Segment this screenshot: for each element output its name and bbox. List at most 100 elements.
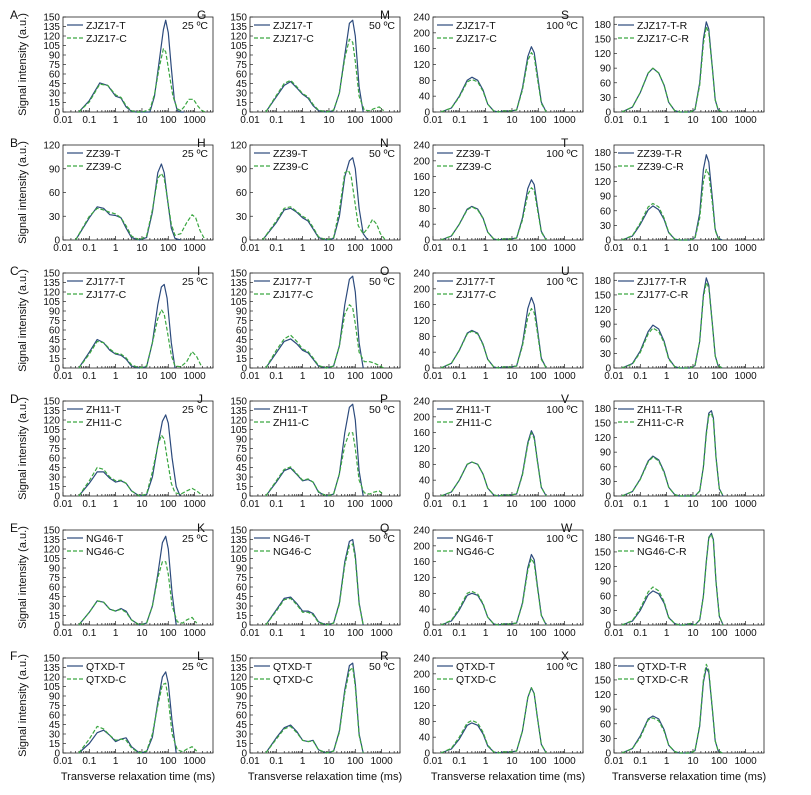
y-tick-label: 80: [419, 76, 431, 87]
x-tick-label: 0.01: [53, 115, 73, 126]
x-tick-label: 1000: [183, 499, 206, 510]
chart-panel-m: 0.01 0.1 1 10 100 1000 0 40 80 120 160 200 240 ZJZ17-…: [380, 8, 584, 126]
y-tick-label: 120: [43, 32, 60, 43]
y-tick-label: 75: [49, 573, 61, 584]
y-tick-label: 30: [236, 345, 248, 356]
y-tick-label: 240: [413, 13, 430, 24]
y-tick-label: 160: [413, 172, 430, 183]
x-tick-label: 10: [323, 756, 335, 767]
y-tick-label: 135: [230, 406, 247, 417]
x-tick-label: 100: [530, 499, 547, 510]
x-tick-label: 10: [323, 243, 335, 254]
y-tick-label: 200: [413, 284, 430, 295]
y-tick-label: 75: [49, 444, 61, 455]
x-tick-label: 10: [323, 499, 335, 510]
y-tick-label: 40: [419, 605, 431, 616]
panel-letter: G: [197, 8, 206, 22]
y-tick-label: 15: [236, 611, 248, 622]
x-tick-label: 1000: [370, 371, 393, 382]
x-tick-label: 100: [347, 756, 364, 767]
x-tick-label: 0.1: [269, 115, 283, 126]
x-tick-label: 100: [347, 371, 364, 382]
legend-label: ZZ39-C: [273, 161, 309, 173]
series-line-dashed: [262, 169, 386, 241]
y-tick-label: 180: [594, 148, 611, 159]
y-tick-label: 120: [594, 562, 611, 573]
x-tick-label: 0.01: [423, 628, 443, 639]
x-tick-label: 1: [113, 371, 119, 382]
x-tick-label: 1: [664, 499, 670, 510]
legend-label: ZZ39-T: [456, 148, 491, 160]
x-tick-label: 0.01: [240, 499, 260, 510]
x-tick-label: 0.01: [53, 756, 73, 767]
chart-panel-e: 0.01 0.1 1 10 100 1000 01530456075901051201351…: [10, 521, 214, 639]
x-tick-label: 0.1: [269, 371, 283, 382]
legend-label: ZJZ17-T: [456, 20, 496, 32]
x-axis-label: Transverse relaxation time (ms): [612, 771, 766, 783]
y-tick-label: 60: [49, 188, 61, 199]
x-tick-label: 0.01: [604, 115, 624, 126]
y-tick-label: 0: [241, 364, 247, 375]
panel-letter: R: [380, 649, 389, 663]
x-tick-label: 100: [530, 243, 547, 254]
y-axis-label: Signal intensity (a.u.): [17, 13, 29, 116]
y-tick-label: 120: [594, 690, 611, 701]
x-tick-label: 100: [347, 115, 364, 126]
panel-letter: C: [10, 264, 19, 278]
y-tick-label: 60: [600, 206, 612, 217]
y-tick-label: 90: [49, 307, 61, 318]
x-tick-label: 0.1: [269, 499, 283, 510]
x-tick-label: 0.1: [452, 243, 466, 254]
x-tick-label: 100: [711, 371, 728, 382]
y-tick-label: 40: [419, 733, 431, 744]
y-tick-label: 0: [54, 749, 60, 760]
series-line-solid: [440, 687, 547, 754]
chart-panel-a: 0.01 0.1 1 10 100 1000 01530456075901051201351…: [10, 8, 214, 126]
legend-label: ZJ177-T-R: [637, 276, 687, 288]
y-tick-label: 105: [43, 554, 60, 565]
temperature-label: 50 ºC: [369, 276, 395, 288]
y-tick-label: 75: [236, 316, 248, 327]
series-line-dashed: [440, 51, 547, 113]
y-tick-label: 90: [236, 564, 248, 575]
y-tick-label: 120: [230, 32, 247, 43]
x-tick-label: 10: [506, 115, 518, 126]
x-tick-label: 10: [136, 115, 148, 126]
y-tick-label: 30: [49, 602, 61, 613]
x-tick-label: 1: [664, 756, 670, 767]
x-tick-label: 100: [160, 628, 177, 639]
y-tick-label: 40: [419, 220, 431, 231]
series-line-dashed: [78, 561, 198, 626]
y-tick-label: 40: [419, 348, 431, 359]
legend-label: ZH11-T: [273, 404, 308, 416]
y-tick-label: 0: [54, 236, 60, 247]
legend-label: ZZ39-T-R: [637, 148, 682, 160]
y-tick-label: 80: [419, 204, 431, 215]
y-tick-label: 0: [424, 364, 430, 375]
chart-panel-q: 0.01 0.1 1 10 100 1000 0 40 80 120 160 200 240 NG46-T…: [380, 521, 584, 639]
x-tick-label: 1000: [183, 628, 206, 639]
y-tick-label: 30: [600, 93, 612, 104]
y-tick-label: 45: [236, 79, 248, 90]
y-tick-label: 30: [236, 89, 248, 100]
x-tick-label: 10: [323, 115, 335, 126]
y-tick-label: 150: [43, 654, 60, 665]
x-tick-label: 1: [300, 115, 306, 126]
x-tick-label: 0.1: [452, 115, 466, 126]
x-tick-label: 1000: [183, 243, 206, 254]
y-axis-label: Signal intensity (a.u.): [17, 141, 29, 244]
x-tick-label: 0.1: [82, 243, 96, 254]
x-tick-label: 1000: [553, 499, 576, 510]
legend-label: ZZ39-C: [456, 161, 492, 173]
y-tick-label: 105: [43, 41, 60, 52]
y-tick-label: 90: [49, 564, 61, 575]
y-tick-label: 30: [236, 730, 248, 741]
y-tick-label: 45: [49, 720, 61, 731]
temperature-label: 100 ºC: [546, 148, 578, 160]
legend-label: ZJZ17-C: [456, 33, 497, 45]
y-tick-label: 90: [49, 164, 61, 175]
x-tick-label: 10: [136, 628, 148, 639]
x-tick-label: 1: [483, 499, 489, 510]
y-tick-label: 135: [43, 22, 60, 33]
